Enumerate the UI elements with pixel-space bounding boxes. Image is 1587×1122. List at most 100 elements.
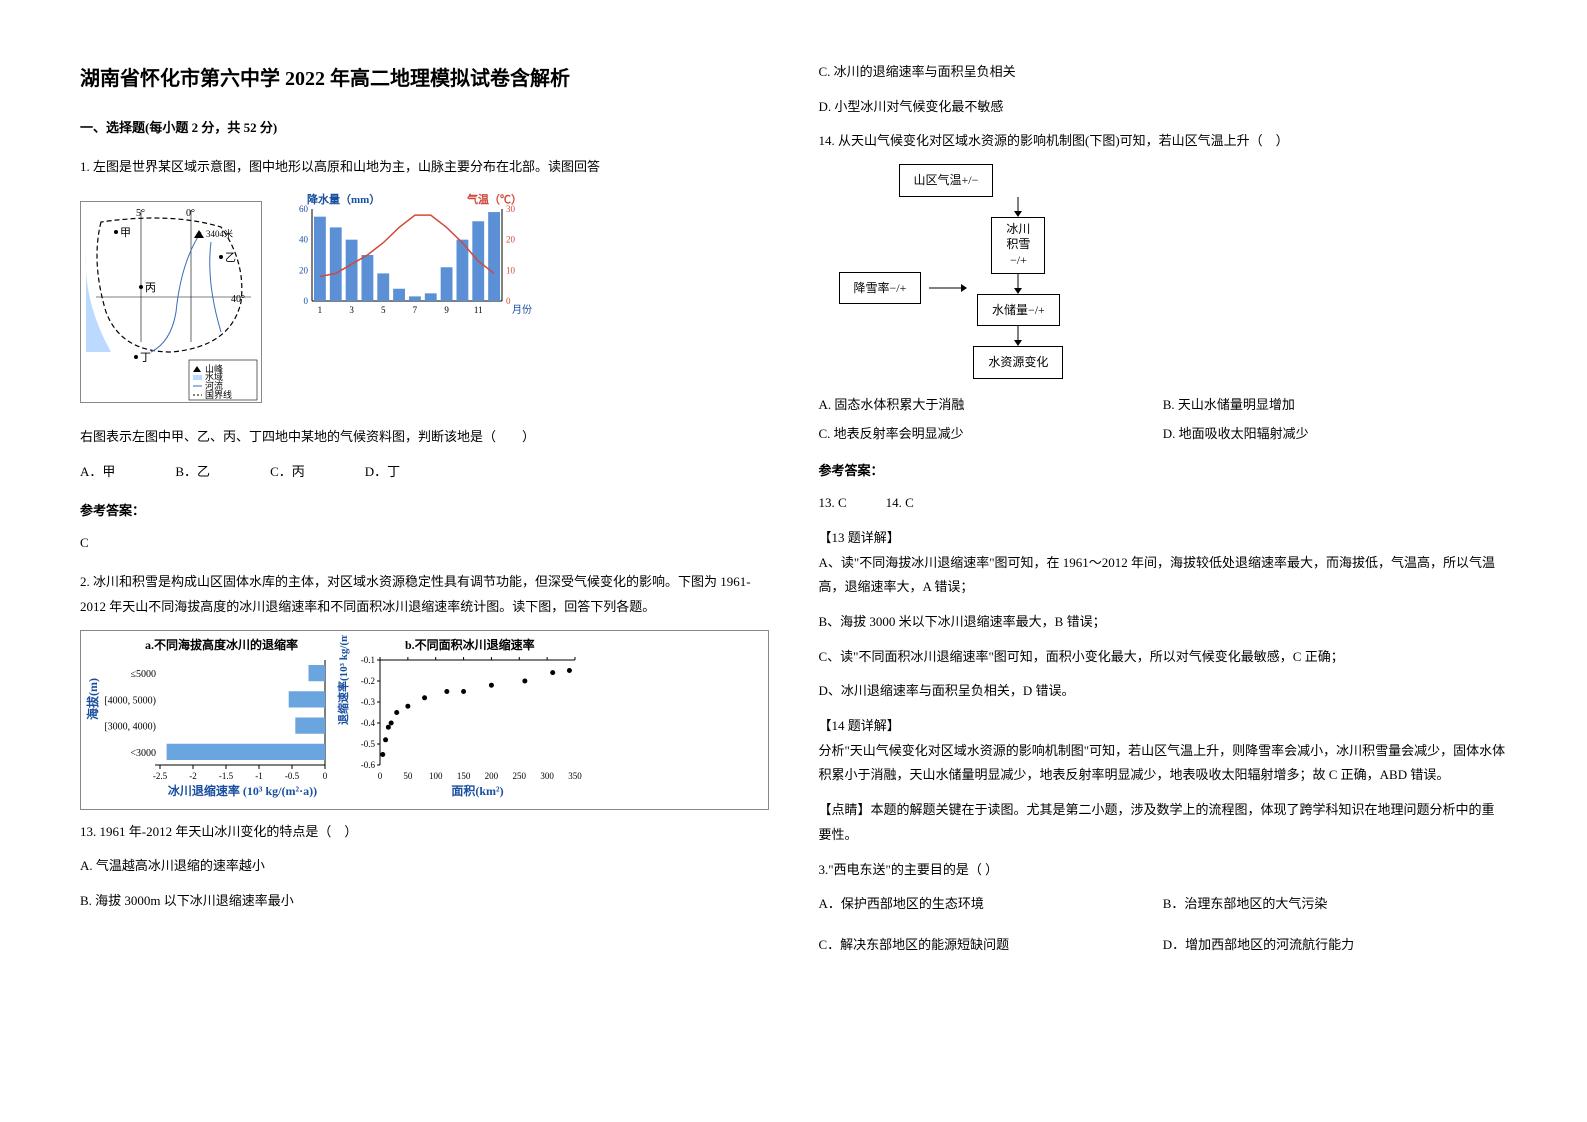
svg-text:-2: -2: [189, 771, 197, 781]
svg-text:-0.5: -0.5: [285, 771, 300, 781]
flow-node-1: 山区气温+/−: [899, 164, 994, 197]
q2-answers: 13. C 14. C: [819, 491, 1508, 516]
svg-text:<3000: <3000: [130, 747, 156, 758]
svg-text:250: 250: [513, 771, 527, 781]
arrow-right-icon: [927, 278, 967, 298]
svg-text:-2.5: -2.5: [153, 771, 168, 781]
q2-chart-b: b.不同面积冰川退缩速率 退缩速率(10³ kg/(m²·a)) -0.1 -0.2 -…: [335, 635, 585, 805]
q1-answer-label: 参考答案：: [80, 499, 769, 524]
svg-text:国界线: 国界线: [205, 389, 232, 400]
svg-text:乙: 乙: [225, 251, 236, 264]
svg-text:海拔(m): 海拔(m): [85, 678, 100, 720]
svg-text:-0.6: -0.6: [361, 760, 376, 770]
q13-opt-b: B. 海拔 3000m 以下冰川退缩速率最小: [80, 889, 769, 914]
svg-text:[3000, 4000): [3000, 4000): [104, 721, 156, 732]
q3-opt-d: D．增加西部地区的河流航行能力: [1163, 933, 1507, 958]
svg-text:-0.3: -0.3: [361, 697, 376, 707]
arrow-down-icon: [1012, 274, 1024, 294]
svg-text:3404米: 3404米: [206, 228, 233, 239]
exp14-body: 分析"天山气候变化对区域水资源的影响机制图"可知，若山区气温上升，则降雪率会减小…: [819, 739, 1508, 788]
flow-node-5: 水资源变化: [973, 346, 1063, 379]
svg-text:50: 50: [403, 771, 413, 781]
svg-text:7: 7: [413, 305, 418, 315]
svg-text:5: 5: [381, 305, 386, 315]
q14-opt-b: B. 天山水储量明显增加: [1163, 393, 1507, 418]
svg-text:丁: 丁: [140, 352, 151, 364]
svg-text:40°: 40°: [231, 294, 245, 305]
svg-text:300: 300: [540, 771, 554, 781]
q3-opt-c: C．解决东部地区的能源短缺问题: [819, 933, 1163, 958]
q2-answer-label: 参考答案：: [819, 459, 1508, 484]
svg-text:10: 10: [506, 266, 516, 276]
q3-opt-a: A．保护西部地区的生态环境: [819, 892, 1163, 917]
q14-opt-c: C. 地表反射率会明显减少: [819, 422, 1163, 447]
q14-options: A. 固态水体积累大于消融 B. 天山水储量明显增加 C. 地表反射率会明显减少…: [819, 393, 1508, 450]
svg-text:丙: 丙: [145, 282, 156, 294]
svg-text:350: 350: [568, 771, 582, 781]
svg-text:月份: 月份: [512, 304, 532, 316]
q1-opt-c: C．丙: [270, 460, 305, 485]
svg-text:1: 1: [318, 305, 323, 315]
svg-text:-0.2: -0.2: [361, 676, 375, 686]
svg-text:降水量（mm）: 降水量（mm）: [307, 192, 380, 206]
q1-opt-a: A．甲: [80, 460, 115, 485]
q1-opt-d: D．丁: [365, 460, 400, 485]
svg-text:退缩速率(10³ kg/(m²·a)): 退缩速率(10³ kg/(m²·a)): [336, 635, 350, 725]
svg-text:5°: 5°: [136, 208, 145, 219]
svg-text:[4000, 5000): [4000, 5000): [104, 695, 156, 706]
q1-climate-chart: 降水量（mm）气温（℃）020406001020301357911月份: [277, 191, 537, 321]
svg-text:a.不同海拔高度冰川的退缩率: a.不同海拔高度冰川的退缩率: [145, 637, 298, 652]
svg-text:40: 40: [299, 235, 309, 245]
svg-text:面积(km²): 面积(km²): [451, 783, 503, 798]
q1-caption: 右图表示左图中甲、乙、丙、丁四地中某地的气候资料图，判断该地是（ ）: [80, 425, 769, 450]
svg-text:30: 30: [506, 204, 516, 214]
svg-text:b.不同面积冰川退缩速率: b.不同面积冰川退缩速率: [405, 637, 535, 652]
q1-map: 5°0°40°3404米甲乙丙丁山峰水域河流国界线: [80, 201, 262, 403]
svg-text:0: 0: [378, 771, 383, 781]
q13-opt-c: C. 冰川的退缩速率与面积呈负相关: [819, 60, 1508, 85]
q14-flowchart: 山区气温+/− 降雪率−/+ 冰川 积雪 −/+ 水储量−/+ 水资源变化: [839, 164, 1508, 379]
svg-text:冰川退缩速率 (10³ kg/(m²·a)): 冰川退缩速率 (10³ kg/(m²·a)): [168, 783, 317, 798]
q2-tip: 【点睛】本题的解题关键在于读图。尤其是第二小题，涉及数学上的流程图，体现了跨学科…: [819, 798, 1508, 847]
q13-opt-d: D. 小型冰川对气候变化最不敏感: [819, 95, 1508, 120]
q3-stem: 3."西电东送"的主要目的是（ ）: [819, 858, 1508, 883]
svg-text:3: 3: [349, 305, 354, 315]
svg-text:-0.5: -0.5: [361, 739, 376, 749]
exp13-c: C、读"不同面积冰川退缩速率"图可知，面积小变化最大，所以对气候变化最敏感，C …: [819, 645, 1508, 670]
svg-text:-0.1: -0.1: [361, 655, 375, 665]
q13-stem: 13. 1961 年-2012 年天山冰川变化的特点是（ ）: [80, 820, 769, 845]
right-column: C. 冰川的退缩速率与面积呈负相关 D. 小型冰川对气候变化最不敏感 14. 从…: [819, 60, 1508, 1062]
svg-text:0: 0: [304, 296, 309, 306]
q1-opt-b: B．乙: [175, 460, 210, 485]
svg-text:≤5000: ≤5000: [131, 669, 157, 680]
q2-stem: 2. 冰川和积雪是构成山区固体水库的主体，对区域水资源稳定性具有调节功能，但深受…: [80, 570, 769, 619]
arrow-down-icon: [1012, 197, 1024, 217]
svg-text:-1: -1: [255, 771, 263, 781]
svg-text:150: 150: [457, 771, 471, 781]
q14-stem: 14. 从天山气候变化对区域水资源的影响机制图(下图)可知，若山区气温上升（ ）: [819, 129, 1508, 154]
exam-title: 湖南省怀化市第六中学 2022 年高二地理模拟试卷含解析: [80, 60, 769, 98]
svg-text:0: 0: [506, 296, 511, 306]
flow-node-4: 水储量−/+: [977, 294, 1060, 327]
q1-figure-pair: 5°0°40°3404米甲乙丙丁山峰水域河流国界线 降水量（mm）气温（℃）02…: [80, 191, 769, 413]
svg-text:-0.4: -0.4: [361, 718, 376, 728]
exp14-title: 【14 题详解】: [819, 714, 1508, 739]
q2-chart-a: a.不同海拔高度冰川的退缩率海拔(m) ≤5000 [4000, 5000) [300…: [85, 635, 335, 805]
svg-text:0: 0: [323, 771, 328, 781]
svg-text:100: 100: [429, 771, 443, 781]
exp13-title: 【13 题详解】: [819, 526, 1508, 551]
flow-node-3: 冰川 积雪 −/+: [991, 217, 1045, 274]
q1-answer: C: [80, 531, 769, 556]
q2-charts: a.不同海拔高度冰川的退缩率海拔(m) ≤5000 [4000, 5000) [300…: [80, 630, 769, 810]
q14-opt-a: A. 固态水体积累大于消融: [819, 393, 1163, 418]
arrow-down-icon: [1012, 326, 1024, 346]
q14-opt-d: D. 地面吸收太阳辐射减少: [1163, 422, 1507, 447]
q13-opt-a: A. 气温越高冰川退缩的速率越小: [80, 854, 769, 879]
q3-options: A．保护西部地区的生态环境 B．治理东部地区的大气污染 C．解决东部地区的能源短…: [819, 892, 1508, 961]
svg-text:20: 20: [506, 235, 516, 245]
q1-options: A．甲 B．乙 C．丙 D．丁: [80, 460, 769, 485]
section-1-label: 一、选择题(每小题 2 分，共 52 分): [80, 116, 769, 141]
svg-text:-1.5: -1.5: [219, 771, 234, 781]
q1-stem: 1. 左图是世界某区域示意图，图中地形以高原和山地为主，山脉主要分布在北部。读图…: [80, 155, 769, 180]
svg-text:11: 11: [474, 305, 483, 315]
